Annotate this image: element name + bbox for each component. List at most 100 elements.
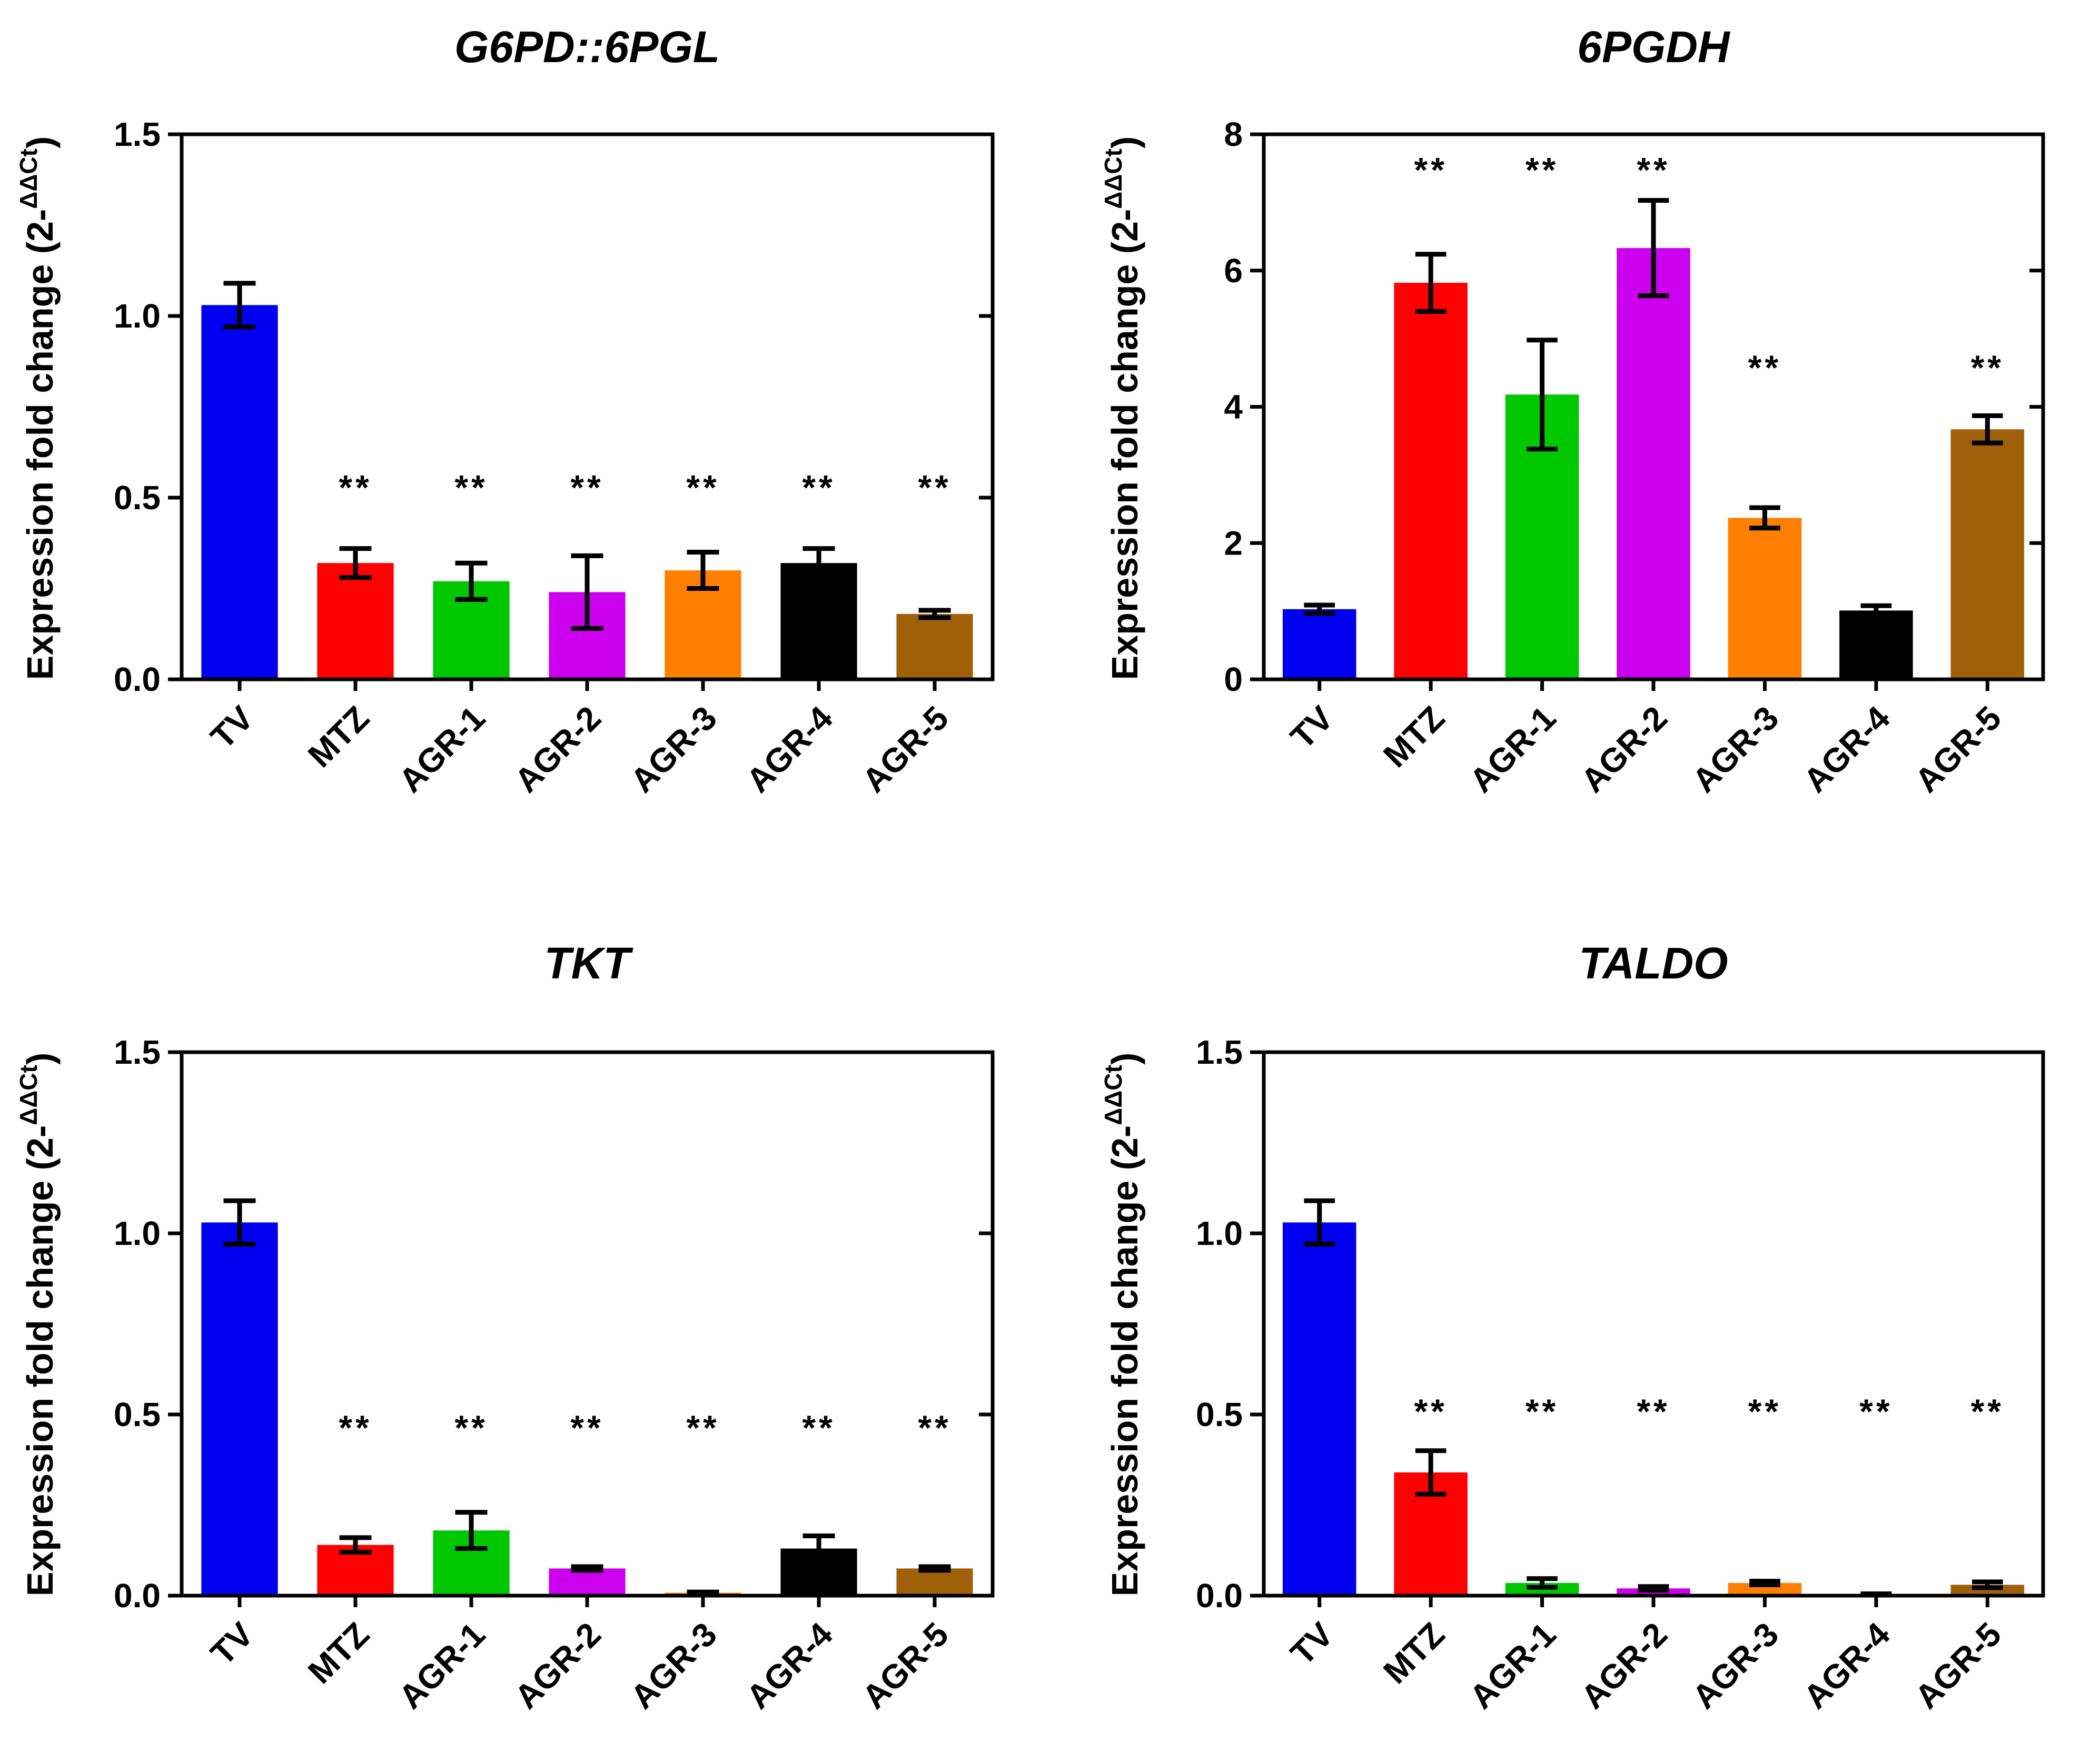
error-bar-tv [1304,602,1335,616]
chart-title: G6PD::6PGL [454,22,720,72]
x-tick-label: TV [1283,1615,1341,1673]
error-bar-agr-5 [1972,1579,2003,1590]
x-tick-label: AGR-1 [391,699,492,800]
y-axis-label-main: Expression fold change (2- [19,209,61,680]
x-tick-label: MTZ [1376,699,1452,775]
y-tick-label: 1.5 [114,115,161,153]
error-bar-mtz [339,1535,372,1555]
significance-label: ** [918,1408,951,1447]
y-tick-label: 4 [1224,388,1243,426]
y-axis-label: Expression fold change (2-ΔΔCt) [1099,136,1145,680]
y-axis-label-main: Expression fold change (2- [1104,209,1145,680]
y-axis-label-superscript: ΔΔCt [1099,149,1127,209]
error-bar-agr-1 [1527,338,1558,452]
significance-label: ** [339,1408,372,1447]
x-tick-label: MTZ [1376,1615,1452,1691]
bar-mtz [317,563,394,679]
x-tick-label: AGR-2 [1573,1615,1675,1716]
bar-tv [1282,1222,1356,1596]
error-bar-agr-1 [455,560,488,602]
error-bar-agr-2 [571,553,603,631]
y-axis-label-close: ) [19,1053,61,1065]
x-tick-label: AGR-4 [1796,699,1897,800]
axis-frame [180,1050,995,1598]
error-bar-agr-2 [571,1564,603,1573]
chart-title: TKT [544,938,633,988]
y-tick-label: 0.0 [114,1577,161,1615]
bar-mtz [1394,283,1468,679]
significance-label: ** [454,468,488,507]
y-axis-label-superscript: ΔΔCt [15,149,42,209]
x-tick-label: TV [1283,699,1341,756]
y-tick-label: 0.5 [1196,1396,1243,1433]
significance-label: ** [1526,151,1559,190]
bar-tv [201,305,278,679]
error-bar-agr-1 [455,1510,488,1551]
x-tick-label: AGR-2 [507,699,608,800]
bar-agr-3 [1728,518,1802,679]
y-tick-label: 0.5 [114,479,161,517]
error-bar-tv [223,1198,256,1247]
x-tick-label: AGR-3 [1685,699,1786,800]
x-tick-label: AGR-1 [391,1615,492,1716]
error-bar-agr-4 [803,1533,835,1564]
significance-label: ** [1859,1392,1893,1431]
chart-panel-4: TALDO Expression fold change (2-ΔΔCt) TV **… [1099,938,2045,1716]
x-tick-label: AGR-2 [507,1615,608,1716]
bar-tv [201,1222,278,1596]
y-tick-label: 0 [1224,660,1243,698]
significance-label: ** [1748,348,1781,387]
significance-label: ** [918,468,951,507]
x-tick-label: MTZ [301,1615,377,1691]
y-axis-label-superscript: ΔΔCt [15,1065,42,1125]
y-tick-label: 2 [1224,524,1243,562]
x-tick-label: AGR-5 [855,1615,956,1716]
chart-panel-3: TKT Expression fold change (2-ΔΔCt) TV ** MT… [15,938,995,1716]
x-tick-label: AGR-3 [623,1615,724,1716]
y-tick-label: 1.0 [1196,1214,1243,1252]
x-tick-label: AGR-5 [855,699,956,800]
y-tick-label: 8 [1224,115,1243,153]
y-axis-label-main: Expression fold change (2- [1104,1125,1145,1597]
error-bar-agr-5 [918,1564,951,1573]
significance-label: ** [1414,1392,1447,1431]
significance-label: ** [802,468,835,507]
significance-label: ** [1971,348,2004,387]
y-tick-label: 1.0 [114,1214,161,1252]
error-bar-mtz [1415,252,1447,314]
y-tick-label: 1.5 [1196,1033,1243,1071]
error-bar-mtz [1415,1448,1447,1497]
error-bar-mtz [339,546,372,580]
significance-label: ** [454,1408,488,1447]
bar-tv [1282,609,1356,679]
x-tick-label: AGR-4 [739,1615,840,1716]
significance-label: ** [686,1408,719,1447]
y-tick-label: 0.0 [1196,1577,1243,1615]
significance-label: ** [570,468,603,507]
bar-agr-5 [1950,429,2025,679]
y-axis-label-superscript: ΔΔCt [1099,1065,1127,1125]
x-tick-label: AGR-3 [623,699,724,800]
bar-agr-5 [1950,1585,2025,1596]
y-tick-label: 1.5 [114,1033,161,1071]
y-axis-label: Expression fold change (2-ΔΔCt) [1099,1053,1145,1597]
significance-label: ** [1637,1392,1670,1431]
x-tick-label: AGR-3 [1685,1615,1786,1716]
error-bar-agr-2 [1638,1584,1669,1593]
x-tick-label: AGR-1 [1462,1615,1563,1716]
error-bar-agr-1 [1527,1576,1558,1590]
x-tick-label: AGR-5 [1907,1615,2008,1716]
significance-label: ** [339,468,372,507]
significance-label: ** [802,1408,835,1447]
x-tick-label: AGR-4 [739,699,840,800]
y-tick-label: 0.5 [114,1396,161,1433]
significance-label: ** [1748,1392,1781,1431]
x-tick-label: AGR-1 [1462,699,1563,800]
bar-agr-2 [549,1568,626,1596]
x-tick-label: AGR-2 [1573,699,1675,800]
bar-agr-5 [896,614,973,679]
axis-frame [1262,1050,2045,1598]
y-tick-label: 0.0 [114,660,161,698]
